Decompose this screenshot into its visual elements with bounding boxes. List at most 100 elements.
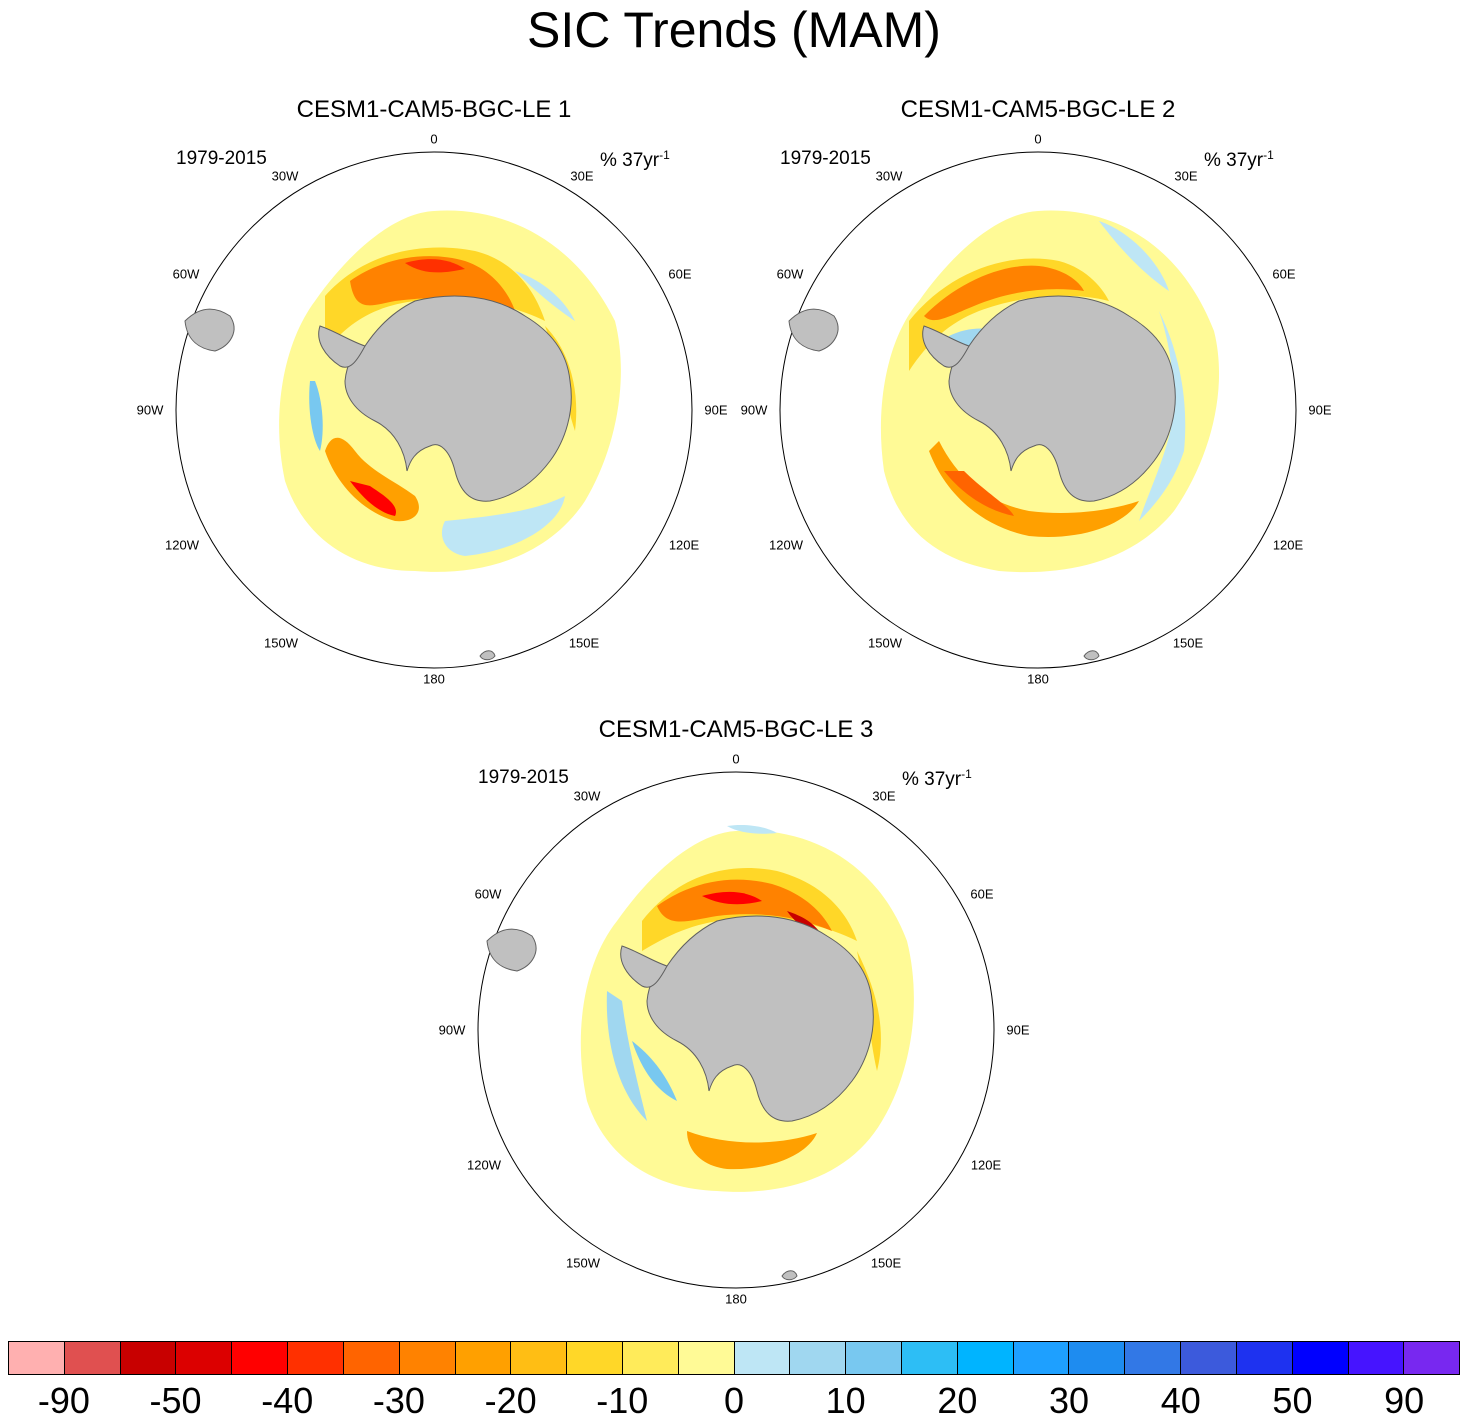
lon-label-150e: 150E — [568, 635, 600, 651]
lon-label-150e: 150E — [1172, 635, 1204, 651]
lon-label-30e: 30E — [1174, 168, 1198, 184]
colorbar-box — [1236, 1342, 1293, 1374]
lon-label-90w: 90W — [438, 1022, 466, 1038]
colorbar-tick-label: 40 — [1160, 1380, 1201, 1421]
antarctic-peninsula — [318, 325, 366, 368]
lon-label-90w: 90W — [136, 402, 164, 418]
panel-period: 1979-2015 — [176, 148, 267, 169]
colorbar-box — [1404, 1342, 1460, 1374]
colorbar-box — [64, 1342, 121, 1374]
figure-title: SIC Trends (MAM) — [527, 2, 941, 58]
antarctic-peninsula — [922, 325, 970, 368]
colorbar-box — [902, 1342, 958, 1374]
antarctica-landmass — [948, 295, 1176, 502]
polar-map — [175, 151, 693, 669]
panel-title: CESM1-CAM5-BGC-LE 1 — [296, 96, 572, 123]
colorbar-box — [120, 1342, 177, 1374]
colorbar-box — [1292, 1342, 1349, 1374]
antarctica-landmass — [344, 295, 572, 502]
colorbar-box — [1069, 1342, 1126, 1374]
lon-label-150w: 150W — [566, 1255, 600, 1271]
antarctica-landmass — [646, 915, 874, 1122]
colorbar-box — [9, 1342, 65, 1374]
colorbar-tick-label: 0 — [723, 1380, 745, 1421]
colorbar-box — [846, 1342, 902, 1374]
island — [781, 1270, 798, 1281]
colorbar-box — [232, 1342, 289, 1374]
lon-label-60e: 60E — [970, 886, 994, 902]
lon-label-30e: 30E — [570, 168, 594, 184]
colorbar-box — [1181, 1342, 1237, 1374]
colorbar-box — [957, 1342, 1014, 1374]
panel-title: CESM1-CAM5-BGC-LE 3 — [598, 716, 874, 743]
island — [1083, 650, 1100, 661]
colorbar-box — [399, 1342, 456, 1374]
lon-label-0: 0 — [732, 751, 740, 767]
colorbar-tick-label: -90 — [37, 1380, 90, 1421]
lon-label-120e: 120E — [1272, 537, 1304, 553]
colorbar-tick-label: 50 — [1272, 1380, 1313, 1421]
colorbar-box — [1013, 1342, 1070, 1374]
colorbar-tick-label: -50 — [149, 1380, 202, 1421]
lon-label-180: 180 — [423, 671, 445, 687]
colorbar-box — [734, 1342, 791, 1374]
colorbar-box — [288, 1342, 344, 1374]
lon-label-60e: 60E — [1272, 266, 1296, 282]
lon-label-60w: 60W — [776, 266, 804, 282]
lon-label-120w: 120W — [165, 537, 199, 553]
colorbar-box — [567, 1342, 623, 1374]
colorbar-box — [455, 1342, 512, 1374]
colorbar-box — [790, 1342, 847, 1374]
lon-label-0: 0 — [1034, 131, 1042, 147]
panel-period: 1979-2015 — [478, 767, 569, 788]
colorbar — [8, 1341, 1460, 1375]
lon-label-150w: 150W — [264, 635, 298, 651]
colorbar-tick-label: 20 — [937, 1380, 978, 1421]
colorbar-box — [678, 1342, 735, 1374]
colorbar-box — [1348, 1342, 1405, 1374]
lon-label-0: 0 — [430, 131, 438, 147]
south-america-landmass — [184, 308, 235, 352]
lon-label-120w: 120W — [769, 537, 803, 553]
lon-label-120e: 120E — [970, 1157, 1002, 1173]
colorbar-box — [622, 1342, 679, 1374]
lon-label-150w: 150W — [868, 635, 902, 651]
lon-label-30w: 30W — [271, 168, 299, 184]
lon-label-180: 180 — [725, 1291, 747, 1307]
panel-units: % 37yr-1 — [1204, 148, 1274, 171]
colorbar-box — [1125, 1342, 1182, 1374]
antarctic-peninsula — [620, 945, 668, 988]
lon-label-60w: 60W — [172, 266, 200, 282]
lon-label-120e: 120E — [668, 537, 700, 553]
lon-label-60e: 60E — [668, 266, 692, 282]
lon-label-30w: 30W — [573, 788, 601, 804]
colorbar-tick-label: -30 — [372, 1380, 425, 1421]
colorbar-box — [343, 1342, 400, 1374]
colorbar-tick-label: -10 — [596, 1380, 649, 1421]
south-america-landmass — [486, 928, 537, 972]
colorbar-tick-label: -20 — [484, 1380, 537, 1421]
panel-period: 1979-2015 — [780, 148, 871, 169]
lon-label-150e: 150E — [870, 1255, 902, 1271]
colorbar-tick-label: 10 — [825, 1380, 866, 1421]
colorbar-box — [176, 1342, 233, 1374]
lon-label-60w: 60W — [474, 886, 502, 902]
lon-label-90w: 90W — [740, 402, 768, 418]
lon-label-30e: 30E — [872, 788, 896, 804]
colorbar-tick-label: 90 — [1384, 1380, 1425, 1421]
panel-units: % 37yr-1 — [600, 148, 670, 171]
lon-label-120w: 120W — [467, 1157, 501, 1173]
colorbar-tick-label: -40 — [261, 1380, 314, 1421]
lon-label-180: 180 — [1027, 671, 1049, 687]
lon-label-90e: 90E — [704, 402, 728, 418]
island — [479, 650, 496, 661]
colorbar-box — [511, 1342, 568, 1374]
panel-title: CESM1-CAM5-BGC-LE 2 — [900, 96, 1176, 123]
lon-label-30w: 30W — [875, 168, 903, 184]
south-america-landmass — [788, 308, 839, 352]
colorbar-tick-label: 30 — [1049, 1380, 1090, 1421]
lon-label-90e: 90E — [1006, 1022, 1030, 1038]
polar-map — [779, 151, 1297, 669]
panel-units: % 37yr-1 — [902, 767, 972, 790]
polar-map — [477, 771, 995, 1289]
